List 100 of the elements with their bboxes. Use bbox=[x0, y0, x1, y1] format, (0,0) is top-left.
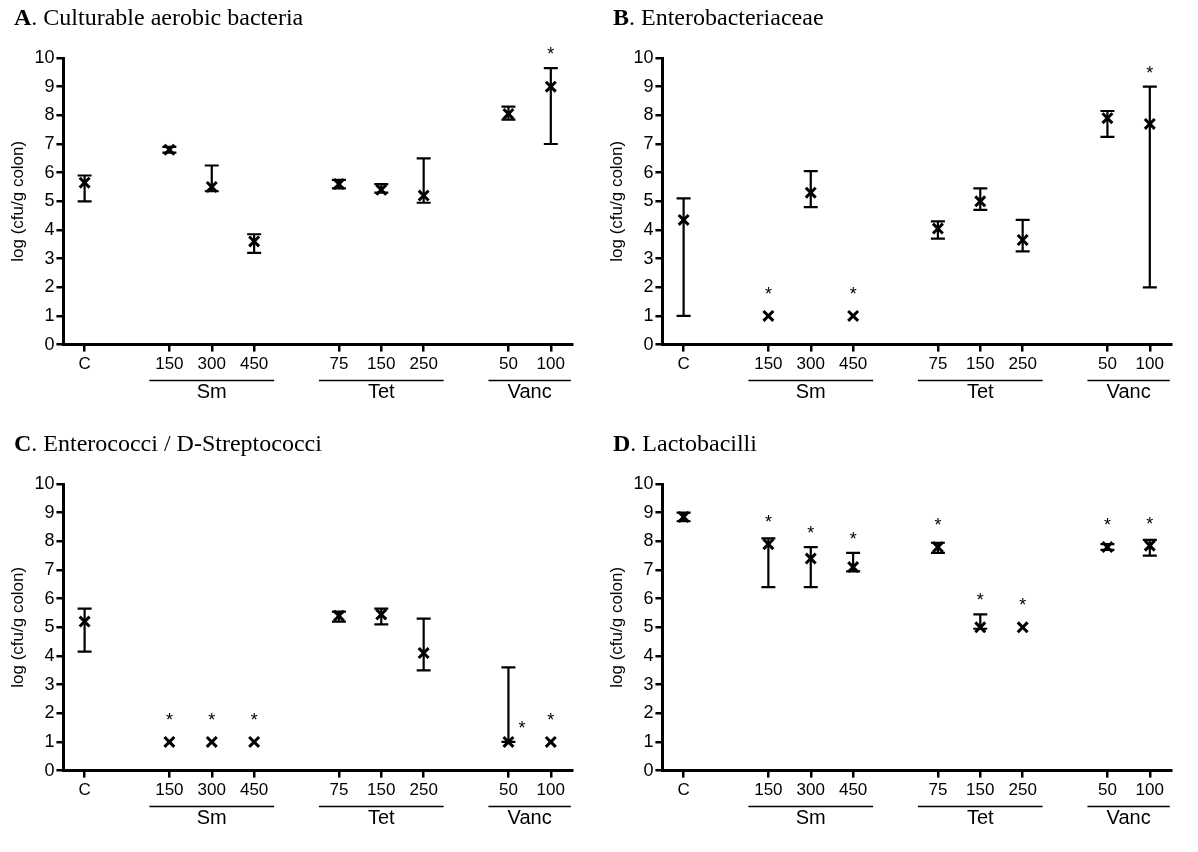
y-tick-label: 7 bbox=[44, 132, 55, 153]
data-label: * bbox=[547, 44, 555, 64]
y-tick-label: 1 bbox=[643, 304, 654, 325]
point bbox=[1143, 117, 1157, 131]
x-tick-label: 150 bbox=[754, 780, 783, 800]
point bbox=[417, 646, 431, 660]
point bbox=[1100, 111, 1114, 125]
x-tick-label: 450 bbox=[239, 354, 269, 374]
x-tick-label: 300 bbox=[796, 780, 825, 800]
y-tick-label: 5 bbox=[44, 190, 55, 211]
y-tick-label: 1 bbox=[44, 304, 55, 325]
chart-title: C. Enterococci / D-Streptococci bbox=[13, 429, 323, 458]
point bbox=[78, 176, 92, 190]
data-label: * bbox=[208, 709, 216, 730]
x-tick-label: 75 bbox=[928, 354, 948, 374]
y-tick-label: 10 bbox=[633, 46, 654, 67]
chart-title: A. Culturable aerobic bacteria bbox=[13, 3, 305, 32]
x-tick-label: 100 bbox=[1135, 354, 1164, 374]
y-tick-label: 1 bbox=[44, 730, 55, 751]
y-tick-label: 3 bbox=[643, 247, 654, 268]
x-tick-label: 300 bbox=[796, 354, 825, 374]
text: Vanc bbox=[507, 380, 552, 403]
chart-title: B. Enterobacteriaceae bbox=[612, 3, 825, 32]
text: Vanc bbox=[1106, 806, 1151, 829]
y-tick-label: 5 bbox=[643, 190, 654, 211]
text: Vanc bbox=[1106, 380, 1151, 403]
x-tick-label: 75 bbox=[329, 780, 349, 800]
x-tick-label: 150 bbox=[367, 780, 396, 800]
y-tick-label: 5 bbox=[44, 616, 55, 637]
y-tick-label: 10 bbox=[34, 472, 55, 493]
x-tick-label: 150 bbox=[966, 354, 995, 374]
y-tick-label: 4 bbox=[44, 644, 55, 665]
y-tick-label: 7 bbox=[643, 558, 654, 579]
x-tick-label: 75 bbox=[329, 354, 349, 374]
y-tick-label: 8 bbox=[44, 530, 55, 551]
y-tick-label: 9 bbox=[643, 501, 654, 522]
y-tick-label: 6 bbox=[643, 161, 654, 182]
y-tick-label: 7 bbox=[643, 132, 654, 153]
x-tick-label: 450 bbox=[838, 354, 868, 374]
y-tick-label: 0 bbox=[44, 759, 55, 780]
y-tick-label: 3 bbox=[44, 673, 55, 694]
point bbox=[247, 234, 261, 248]
data-label: * bbox=[250, 709, 258, 730]
x-tick-label: C bbox=[78, 780, 91, 800]
point bbox=[501, 735, 515, 749]
x-tick-label: 75 bbox=[928, 780, 948, 800]
data-label: * bbox=[976, 590, 984, 611]
y-tick-label: 4 bbox=[643, 644, 654, 665]
data-label: * bbox=[807, 523, 815, 544]
y-tick-label: 8 bbox=[643, 530, 654, 551]
y-tick-label: 9 bbox=[44, 501, 55, 522]
point bbox=[544, 80, 558, 94]
y-tick-label: 0 bbox=[44, 333, 55, 354]
x-tick-label: 250 bbox=[1008, 780, 1037, 800]
text: Tet bbox=[966, 380, 995, 403]
point bbox=[804, 186, 818, 200]
y-tick-label: 9 bbox=[643, 75, 654, 96]
x-tick-label: 250 bbox=[409, 354, 438, 374]
y-tick-label: 2 bbox=[643, 702, 654, 723]
point bbox=[205, 735, 219, 749]
y-axis-title: log (cfu/g colon) bbox=[7, 140, 27, 262]
x-tick-label: 300 bbox=[197, 780, 226, 800]
data-label: * bbox=[934, 515, 942, 536]
point bbox=[247, 735, 261, 749]
point bbox=[761, 537, 775, 551]
data-label: * bbox=[518, 717, 526, 738]
x-tick-label: 450 bbox=[239, 780, 269, 800]
point bbox=[162, 143, 176, 157]
x-tick-label: 150 bbox=[367, 354, 396, 374]
x-tick-label: 50 bbox=[1097, 780, 1117, 800]
y-tick-label: 10 bbox=[34, 46, 55, 67]
data-label: * bbox=[1146, 513, 1154, 534]
x-tick-label: 100 bbox=[1135, 780, 1164, 800]
chart-title: D. Lactobacilli bbox=[612, 429, 758, 458]
x-tick-label: 150 bbox=[155, 780, 184, 800]
y-axis-title: log (cfu/g colon) bbox=[7, 566, 27, 688]
point bbox=[1016, 233, 1030, 247]
x-tick-label: 150 bbox=[966, 780, 995, 800]
y-tick-label: 2 bbox=[44, 276, 55, 297]
data-label: * bbox=[764, 512, 772, 533]
data-label: * bbox=[1019, 595, 1027, 616]
x-tick-label: 250 bbox=[1008, 354, 1037, 374]
y-tick-label: 1 bbox=[643, 730, 654, 751]
y-tick-label: 4 bbox=[44, 218, 55, 239]
x-tick-label: C bbox=[78, 354, 91, 374]
point bbox=[761, 309, 775, 323]
x-tick-label: 150 bbox=[754, 354, 783, 374]
text: Tet bbox=[367, 380, 396, 403]
y-tick-label: 5 bbox=[643, 616, 654, 637]
y-tick-label: 9 bbox=[44, 75, 55, 96]
text: Tet bbox=[367, 806, 396, 829]
point bbox=[374, 607, 388, 621]
x-tick-label: 100 bbox=[536, 354, 565, 374]
y-tick-label: 8 bbox=[44, 104, 55, 125]
y-tick-label: 3 bbox=[44, 247, 55, 268]
x-tick-label: 100 bbox=[536, 780, 565, 800]
y-tick-label: 3 bbox=[643, 673, 654, 694]
point bbox=[931, 222, 945, 235]
y-tick-label: 6 bbox=[643, 587, 654, 608]
text: Sm bbox=[795, 380, 826, 403]
